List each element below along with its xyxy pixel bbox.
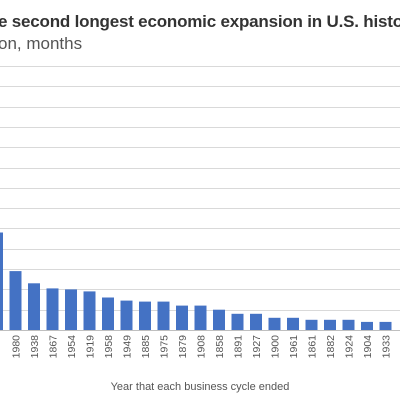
x-tick-label: 1885 bbox=[140, 335, 152, 359]
bar-1980 bbox=[9, 271, 22, 330]
bar-1938 bbox=[28, 283, 40, 330]
bar-1919 bbox=[83, 291, 96, 330]
gridlines bbox=[0, 66, 400, 311]
bar-1904 bbox=[361, 321, 373, 330]
x-tick-label: 1904 bbox=[362, 335, 374, 359]
bar-1867 bbox=[46, 288, 59, 330]
chart-subtitle: on, months bbox=[0, 34, 83, 53]
bars bbox=[0, 232, 392, 330]
bar-1882 bbox=[324, 319, 336, 330]
x-axis-title: Year that each business cycle ended bbox=[110, 381, 290, 393]
bar-1958 bbox=[102, 297, 114, 330]
bar-1924 bbox=[342, 319, 355, 330]
bar-1961 bbox=[287, 317, 299, 330]
chart-title: e second longest economic expansion in U… bbox=[0, 12, 400, 31]
bar-1954 bbox=[65, 289, 77, 330]
x-tick-label: 1882 bbox=[325, 335, 337, 359]
bar-1858 bbox=[213, 309, 225, 330]
x-tick-label: 1954 bbox=[66, 335, 78, 359]
x-tick-label: 1927 bbox=[251, 335, 263, 359]
bar-cut-off bbox=[0, 232, 3, 330]
bar-1927 bbox=[250, 313, 262, 330]
x-tick-label: 1861 bbox=[307, 335, 319, 359]
x-tick-label: 1961 bbox=[288, 335, 300, 359]
x-tick-labels: 1980 1938 1867 1954 1919 1958 1949 1885 1975 1879… bbox=[11, 335, 393, 359]
bar-1879 bbox=[176, 305, 188, 330]
x-tick-label: 1879 bbox=[177, 335, 189, 359]
x-tick-label: 1924 bbox=[344, 335, 356, 359]
x-tick-label: 1919 bbox=[85, 335, 97, 359]
bar-1933 bbox=[379, 321, 392, 330]
x-tick-label: 1858 bbox=[214, 335, 226, 359]
bar-1908 bbox=[194, 305, 207, 330]
x-tick-label: 1867 bbox=[48, 335, 60, 359]
x-tick-label: 1949 bbox=[122, 335, 134, 359]
x-tick-label: 1891 bbox=[233, 335, 245, 359]
x-tick-label: 1900 bbox=[270, 335, 282, 359]
x-tick-label: 1975 bbox=[159, 335, 171, 359]
bar-1891 bbox=[231, 313, 244, 330]
bar-1885 bbox=[139, 301, 151, 330]
bar-1949 bbox=[120, 300, 133, 330]
x-tick-label: 1938 bbox=[29, 335, 41, 359]
x-tick-label: 1908 bbox=[196, 335, 208, 359]
x-tick-label: 1933 bbox=[381, 335, 393, 359]
bar-1900 bbox=[268, 317, 281, 330]
bar-1861 bbox=[305, 319, 318, 330]
bar-1975 bbox=[157, 301, 170, 330]
x-tick-label: 1980 bbox=[11, 335, 23, 359]
x-tick-label: 1958 bbox=[103, 335, 115, 359]
